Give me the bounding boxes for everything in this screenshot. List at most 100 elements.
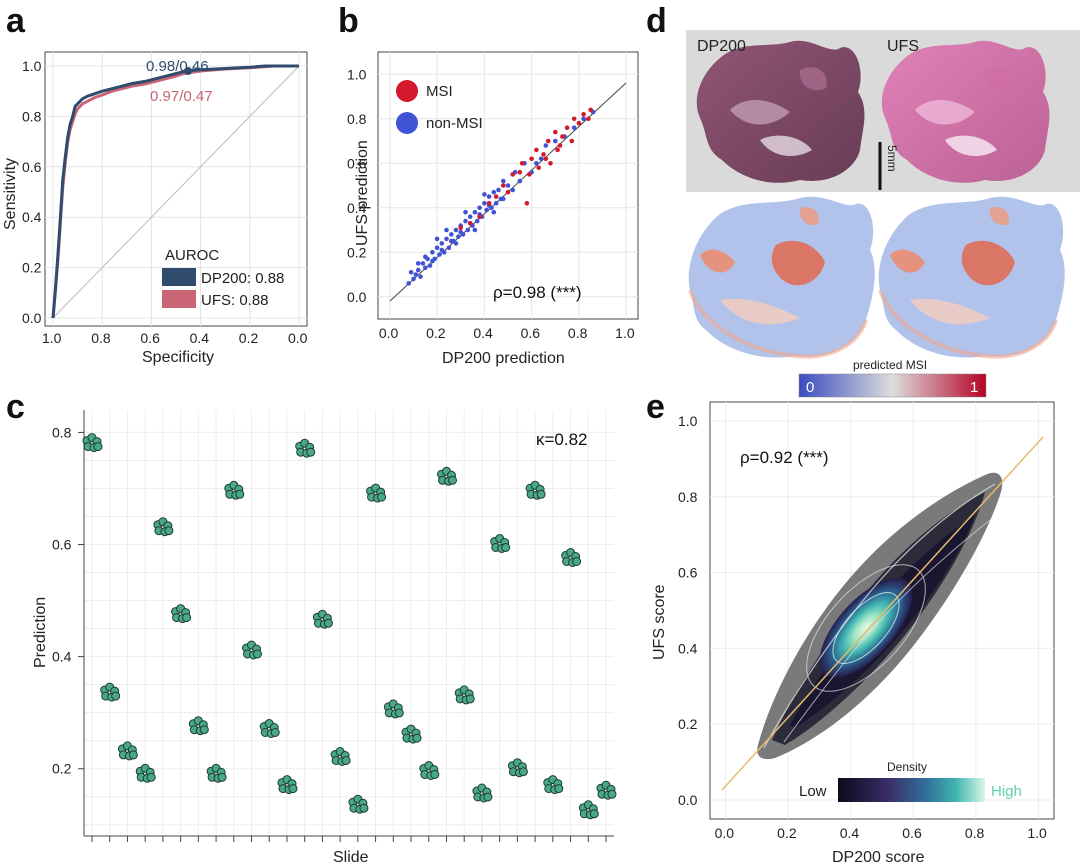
scatter-legend-label-nonmsi: non-MSI (426, 115, 483, 132)
slide-ticks: 0.2 0.4 0.6 0.8 (52, 424, 607, 842)
slide-point (554, 784, 564, 794)
scatter-point-nonmsi (434, 236, 440, 242)
slide-point (465, 694, 475, 704)
roc-y-tick-label: 1.0 (22, 58, 42, 74)
roc-y-tick-label: 0.0 (22, 310, 42, 326)
scatter-point-msi (560, 134, 565, 139)
density-x-axis-label: DP200 score (832, 849, 925, 866)
density-y-tick-label: 0.8 (678, 489, 698, 505)
scatter-point-nonmsi (465, 227, 471, 233)
scatter-point-nonmsi (475, 218, 480, 224)
scatter-point-nonmsi (423, 265, 428, 271)
msi-colorbar-max: 1 (970, 379, 978, 396)
slide-predictions-chart: 0.2 0.4 0.6 0.8 κ=0.82 Slide Prediction (32, 410, 617, 866)
panel-label-d: d (646, 2, 667, 40)
slide-point (323, 618, 333, 628)
scatter-point-msi (543, 156, 549, 162)
scatter-point-nonmsi (430, 250, 435, 255)
msi-heatmap-dp200 (688, 196, 875, 359)
scatter-point-nonmsi (415, 267, 421, 273)
scatter-point-nonmsi (430, 258, 435, 264)
roc-x-tick-label: 0.0 (288, 330, 308, 346)
roc-y-tick-label: 0.6 (22, 159, 42, 175)
slide-point (341, 756, 351, 765)
scatter-point-msi (581, 112, 586, 117)
slide-point (607, 789, 617, 799)
scatter-point-nonmsi (486, 194, 492, 199)
scatter-point-msi (557, 143, 563, 148)
slide-point (128, 750, 138, 760)
slide-point (253, 649, 262, 659)
scatter-point-msi (541, 152, 546, 157)
scatter-point-msi (588, 107, 593, 113)
slide-kappa-annotation: κ=0.82 (536, 430, 588, 449)
msi-colorbar-title: predicted MSI (853, 358, 927, 372)
roc-ufs-annotation: 0.97/0.47 (150, 88, 213, 105)
roc-dp200-operating-point (184, 67, 192, 75)
scatter-x-axis-label: DP200 prediction (442, 350, 565, 367)
he-label-ufs: UFS (887, 38, 919, 55)
scatter-legend-marker-msi (396, 80, 418, 102)
scatter-point-nonmsi (491, 209, 497, 215)
scatter-point-msi (486, 201, 492, 206)
slide-point (377, 492, 387, 502)
density-x-tick-label: 1.0 (1027, 825, 1047, 841)
scatter-point-nonmsi (427, 263, 433, 268)
slide-point (164, 526, 174, 536)
slide-point (93, 442, 103, 452)
slide-point (199, 725, 209, 735)
msi-colorbar (798, 373, 987, 398)
scatter-point-msi (553, 129, 558, 135)
density-colorbar-high: High (991, 783, 1022, 800)
he-label-dp200: DP200 (697, 38, 746, 55)
slide-point (217, 772, 227, 782)
slide-point (146, 772, 156, 782)
scatter-point-nonmsi (413, 272, 419, 277)
scatter-ticks: 0.0 0.2 0.4 0.6 0.8 1.0 0.0 0.2 0.4 0.6 0.8 1.0 (347, 66, 635, 341)
density-chart: 0.0 0.2 0.4 0.6 0.8 1.0 0.0 0.2 0.4 0.6 0.8 1.0 ρ=0… (651, 401, 1055, 866)
density-y-tick-label: 0.2 (678, 716, 698, 732)
scatter-y-tick-label: 0.8 (347, 111, 367, 127)
roc-x-tick-label: 0.4 (190, 330, 210, 346)
roc-y-axis-label: Sensitivity (2, 158, 19, 230)
prediction-scatter: 0.0 0.2 0.4 0.6 0.8 1.0 0.0 0.2 0.4 0.6 0.8 1.0 MSI… (347, 51, 639, 367)
slide-point (448, 475, 457, 485)
slide-point (288, 784, 298, 794)
density-y-tick-label: 0.0 (678, 792, 698, 808)
tissue-heatmap-panel: DP200 UFS 5mm predicted MSI 0 1 (686, 30, 1080, 398)
scatter-point-nonmsi (415, 261, 421, 266)
scatter-point-msi (564, 125, 570, 130)
scatter-y-tick-label: 0.0 (347, 289, 367, 305)
scatter-point-msi (569, 138, 575, 144)
scatter-point-nonmsi (581, 116, 586, 122)
density-y-tick-label: 1.0 (678, 413, 698, 429)
slide-point (412, 733, 422, 743)
scatter-point-nonmsi (482, 192, 487, 197)
slide-points (82, 433, 617, 820)
panel-label-b: b (338, 2, 359, 40)
scatter-point-msi (517, 169, 523, 175)
scatter-point-nonmsi (467, 214, 473, 219)
density-x-tick-label: 0.8 (965, 825, 985, 841)
scatter-point-msi (510, 172, 515, 177)
scatter-point-nonmsi (543, 143, 549, 148)
scatter-point-nonmsi (411, 276, 416, 282)
slide-y-tick-label: 0.4 (52, 649, 72, 665)
scatter-point-nonmsi (408, 270, 414, 275)
roc-series (51, 64, 299, 319)
scatter-point-nonmsi (446, 245, 452, 251)
scatter-y-tick-label: 0.4 (347, 200, 367, 216)
scatter-point-msi (534, 147, 539, 153)
slide-point (501, 543, 511, 552)
scatter-grid (378, 52, 638, 319)
scatter-point-msi (527, 172, 532, 177)
scatter-point-nonmsi (534, 161, 539, 166)
scatter-point-msi (529, 156, 534, 162)
roc-legend-title: AUROC (165, 247, 219, 264)
scatter-y-tick-label: 0.6 (347, 155, 367, 171)
slide-point (589, 809, 599, 819)
density-x-tick-label: 0.6 (902, 825, 922, 841)
scale-bar-label: 5mm (885, 145, 899, 172)
scatter-x-tick-label: 0.0 (379, 325, 399, 341)
